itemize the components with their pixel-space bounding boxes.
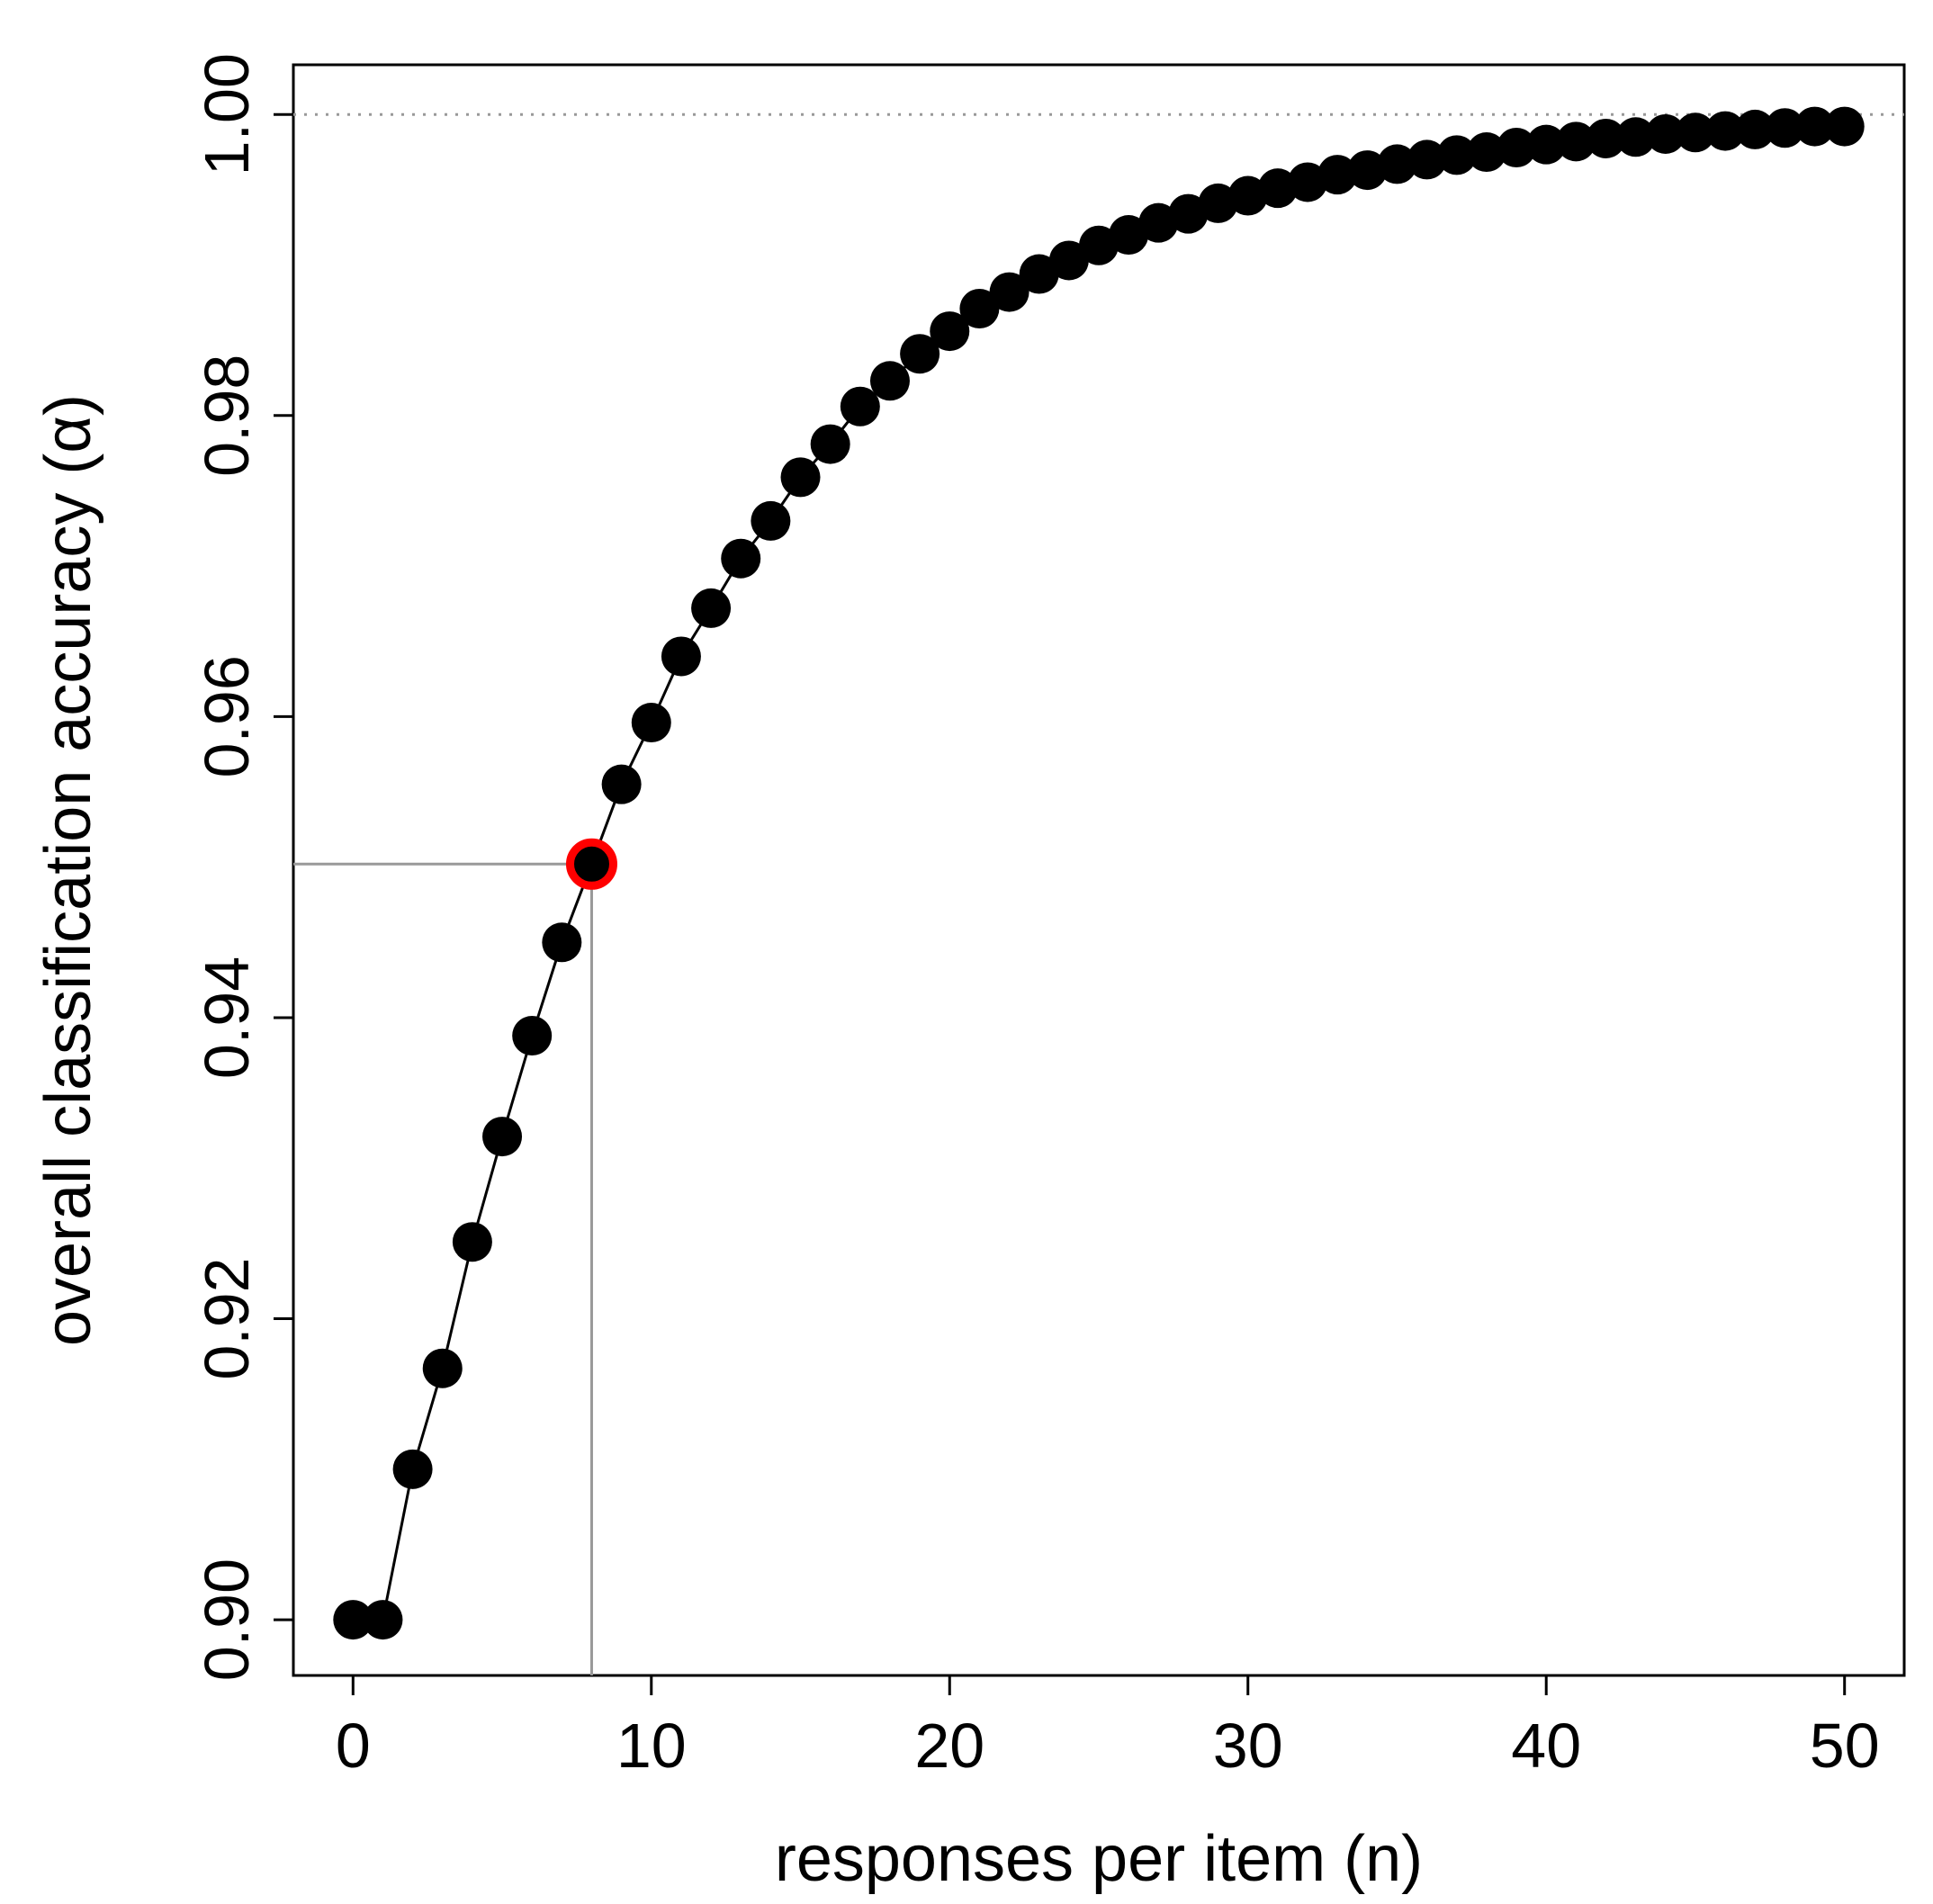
data-point [1466, 132, 1506, 173]
data-point [1109, 215, 1149, 256]
data-point [482, 1117, 523, 1157]
data-point [1079, 225, 1119, 265]
y-axis: 0.90 0.92 0.94 0.96 0.98 1.00 [192, 53, 293, 1681]
data-point [989, 272, 1029, 312]
data-point [1794, 106, 1835, 147]
x-tick-label: 50 [1810, 1711, 1880, 1781]
data-point [751, 500, 791, 541]
y-axis-title: overall classification accuracy (α) [32, 394, 104, 1346]
x-axis-title: responses per item (n) [775, 1823, 1423, 1895]
data-point [333, 1600, 373, 1640]
data-point [1377, 144, 1417, 184]
data-point [869, 361, 910, 401]
x-tick-label: 30 [1213, 1711, 1283, 1781]
data-point [661, 636, 701, 677]
data-point [810, 424, 850, 464]
data-point [1168, 193, 1209, 234]
y-tick-label: 0.98 [192, 355, 262, 477]
data-point [780, 457, 821, 498]
data-point [1227, 175, 1268, 216]
y-tick-label: 1.00 [192, 53, 262, 175]
data-point [1048, 240, 1089, 281]
data-point [1317, 155, 1358, 195]
data-point [1198, 183, 1238, 223]
x-tick-label: 20 [914, 1711, 984, 1781]
data-point [452, 1222, 492, 1262]
data-point [1436, 135, 1477, 175]
data-point [1675, 112, 1715, 153]
data-point [930, 311, 970, 352]
data-point [1765, 108, 1805, 148]
data-point [512, 1016, 553, 1056]
points-layer [333, 106, 1865, 1640]
data-point [1019, 254, 1059, 294]
y-tick-label: 0.92 [192, 1257, 262, 1379]
highlight-point [565, 838, 617, 890]
x-tick-label: 10 [616, 1711, 687, 1781]
data-point [571, 844, 612, 885]
data-point [1824, 106, 1865, 147]
data-point [1735, 109, 1776, 149]
data-point [1288, 162, 1328, 202]
plot-frame [292, 63, 1906, 1677]
data-point [1347, 150, 1388, 191]
x-tick-label: 40 [1511, 1711, 1581, 1781]
data-point [1497, 128, 1537, 168]
highlight-layer [565, 838, 617, 890]
data-point [422, 1348, 463, 1388]
data-point [631, 703, 671, 743]
data-point [1705, 111, 1746, 151]
data-point [1407, 139, 1447, 180]
data-point [1645, 113, 1686, 154]
data-point [1556, 121, 1596, 162]
y-tick-label: 0.96 [192, 655, 262, 777]
data-point [1586, 118, 1626, 158]
data-point [1257, 168, 1298, 209]
data-point [542, 922, 582, 963]
data-point [601, 764, 642, 804]
x-tick-label: 0 [336, 1711, 371, 1781]
data-point [840, 386, 880, 427]
data-point [363, 1600, 403, 1640]
data-point [1615, 117, 1656, 157]
data-point [900, 334, 940, 374]
x-axis: 0 10 20 30 40 50 [336, 1675, 1880, 1781]
data-point [691, 588, 732, 628]
guide-layer [293, 862, 593, 1675]
y-tick-label: 0.94 [192, 956, 262, 1079]
data-point [959, 289, 1000, 329]
data-point [721, 538, 761, 579]
data-point [392, 1449, 433, 1489]
data-point [1138, 202, 1179, 243]
y-tick-label: 0.90 [192, 1558, 262, 1681]
data-point [1526, 124, 1567, 165]
